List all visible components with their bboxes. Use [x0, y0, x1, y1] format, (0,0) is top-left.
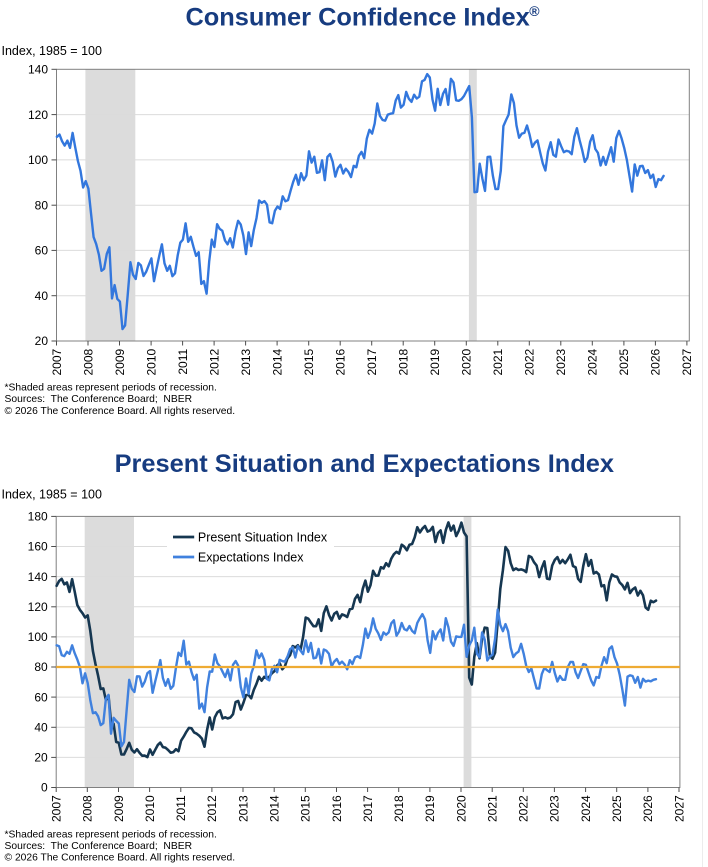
svg-text:2020: 2020: [454, 795, 468, 822]
svg-text:2019: 2019: [423, 795, 437, 822]
svg-text:0: 0: [41, 781, 48, 795]
svg-text:60: 60: [35, 244, 49, 258]
svg-text:2025: 2025: [617, 348, 631, 375]
svg-text:2008: 2008: [81, 348, 95, 375]
svg-text:2022: 2022: [523, 348, 537, 375]
svg-text:40: 40: [35, 289, 49, 303]
svg-text:20: 20: [34, 751, 48, 765]
svg-text:2010: 2010: [143, 795, 157, 822]
svg-text:2007: 2007: [50, 795, 64, 822]
svg-text:2008: 2008: [81, 795, 95, 822]
svg-text:2020: 2020: [460, 348, 474, 375]
svg-text:2023: 2023: [554, 348, 568, 375]
svg-text:*Shaded areas represent period: *Shaded areas represent periods of reces…: [5, 383, 217, 394]
svg-text:80: 80: [34, 660, 48, 674]
svg-text:2019: 2019: [428, 348, 442, 375]
svg-text:2026: 2026: [649, 348, 663, 375]
svg-text:Sources: The Conference Board: Sources: The Conference Board; NBER: [5, 394, 193, 405]
svg-text:2007: 2007: [50, 348, 64, 375]
svg-text:2013: 2013: [236, 795, 250, 822]
svg-text:2011: 2011: [176, 348, 190, 374]
svg-text:2018: 2018: [397, 348, 411, 375]
svg-text:2026: 2026: [641, 795, 655, 822]
svg-text:2015: 2015: [302, 348, 316, 375]
svg-text:140: 140: [28, 570, 48, 584]
svg-text:2009: 2009: [112, 795, 126, 822]
svg-text:2018: 2018: [392, 795, 406, 822]
svg-text:2025: 2025: [610, 795, 624, 822]
svg-text:2017: 2017: [365, 348, 379, 375]
svg-text:Index, 1985 = 100: Index, 1985 = 100: [2, 44, 102, 58]
svg-text:*Shaded areas represent period: *Shaded areas represent periods of reces…: [5, 829, 217, 840]
svg-text:2014: 2014: [268, 795, 282, 822]
svg-text:2022: 2022: [517, 795, 531, 822]
svg-text:© 2026 The Conference Board. A: © 2026 The Conference Board. All rights …: [5, 853, 236, 864]
svg-text:2012: 2012: [207, 348, 221, 375]
svg-text:Sources: The Conference Board: Sources: The Conference Board; NBER: [5, 841, 193, 852]
svg-text:Present Situation and Expectat: Present Situation and Expectations Index: [115, 450, 614, 478]
svg-text:2014: 2014: [270, 348, 284, 375]
svg-text:140: 140: [28, 63, 48, 77]
svg-text:2023: 2023: [548, 795, 562, 822]
svg-text:2021: 2021: [486, 795, 500, 822]
svg-text:2027: 2027: [672, 795, 686, 822]
svg-text:2024: 2024: [586, 348, 600, 375]
svg-text:Index, 1985 = 100: Index, 1985 = 100: [2, 487, 102, 501]
svg-text:2027: 2027: [680, 348, 694, 375]
svg-text:2017: 2017: [361, 795, 375, 822]
svg-text:160: 160: [28, 540, 48, 554]
svg-text:20: 20: [35, 334, 49, 348]
svg-text:2011: 2011: [174, 795, 188, 821]
svg-text:Present Situation Index: Present Situation Index: [198, 530, 328, 544]
svg-text:© 2026 The Conference Board. A: © 2026 The Conference Board. All rights …: [5, 406, 236, 417]
svg-text:2016: 2016: [334, 348, 348, 375]
svg-text:2012: 2012: [205, 795, 219, 822]
svg-text:2021: 2021: [491, 348, 505, 375]
svg-text:Consumer Confidence Index®: Consumer Confidence Index®: [185, 3, 540, 31]
svg-text:180: 180: [28, 510, 48, 524]
svg-text:2024: 2024: [579, 795, 593, 822]
svg-text:2015: 2015: [299, 795, 313, 822]
svg-text:60: 60: [34, 690, 48, 704]
svg-text:100: 100: [28, 630, 48, 644]
svg-text:Expectations Index: Expectations Index: [198, 550, 304, 564]
svg-text:2013: 2013: [239, 348, 253, 375]
svg-text:2016: 2016: [330, 795, 344, 822]
svg-text:120: 120: [28, 108, 48, 122]
svg-text:40: 40: [34, 721, 48, 735]
svg-text:2009: 2009: [113, 348, 127, 375]
svg-text:120: 120: [28, 600, 48, 614]
svg-text:100: 100: [28, 153, 48, 167]
svg-text:2010: 2010: [144, 348, 158, 375]
svg-text:80: 80: [35, 198, 49, 212]
